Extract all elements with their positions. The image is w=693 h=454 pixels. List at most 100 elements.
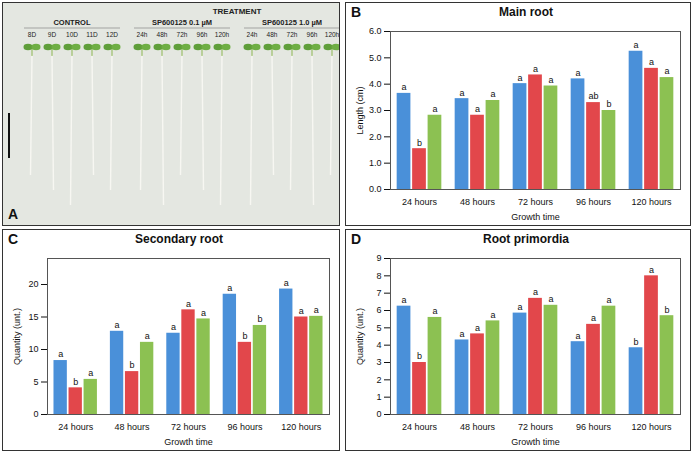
svg-text:a: a: [58, 349, 63, 359]
svg-text:72 hours: 72 hours: [171, 422, 207, 432]
svg-text:a: a: [533, 64, 538, 74]
svg-text:4: 4: [376, 340, 381, 350]
svg-text:a: a: [576, 68, 581, 78]
svg-text:a: a: [171, 322, 176, 332]
svg-text:a: a: [186, 299, 191, 309]
svg-text:4.0: 4.0: [369, 79, 382, 89]
svg-text:120h: 120h: [215, 31, 230, 38]
svg-text:Length (cm): Length (cm): [355, 86, 365, 134]
svg-text:a: a: [88, 368, 93, 378]
svg-text:b: b: [606, 99, 611, 109]
svg-text:a: a: [460, 329, 465, 339]
svg-text:b: b: [417, 351, 422, 361]
svg-text:24 hours: 24 hours: [402, 422, 438, 432]
svg-text:a: a: [432, 306, 437, 316]
svg-text:6.0: 6.0: [369, 26, 382, 36]
svg-text:9D: 9D: [48, 31, 57, 38]
svg-text:12D: 12D: [106, 31, 118, 38]
svg-text:SP600125 1.0 µM: SP600125 1.0 µM: [262, 18, 322, 27]
svg-text:Quantity (unt.): Quantity (unt.): [12, 308, 22, 365]
svg-text:b: b: [73, 377, 78, 387]
svg-text:96 hours: 96 hours: [227, 422, 263, 432]
svg-text:a: a: [548, 294, 553, 304]
svg-text:5: 5: [376, 323, 381, 333]
svg-text:120h: 120h: [325, 31, 339, 38]
svg-text:120 hours: 120 hours: [631, 197, 672, 207]
svg-text:120 hours: 120 hours: [631, 422, 672, 432]
svg-text:a: a: [664, 66, 669, 76]
svg-text:120 hours: 120 hours: [281, 422, 322, 432]
svg-text:48h: 48h: [267, 31, 278, 38]
svg-text:b: b: [417, 138, 422, 148]
svg-text:48 hours: 48 hours: [460, 422, 496, 432]
svg-text:Growth time: Growth time: [511, 212, 560, 222]
svg-text:7: 7: [376, 288, 381, 298]
svg-text:a: a: [518, 302, 523, 312]
svg-text:Quantity (unt.): Quantity (unt.): [355, 308, 365, 365]
svg-text:SP600125 0.1 µM: SP600125 0.1 µM: [152, 18, 212, 27]
svg-text:11D: 11D: [86, 31, 98, 38]
svg-text:72 hours: 72 hours: [518, 197, 554, 207]
svg-text:8D: 8D: [28, 31, 37, 38]
svg-text:b: b: [242, 331, 247, 341]
svg-text:3: 3: [376, 357, 381, 367]
svg-text:15: 15: [28, 312, 38, 322]
svg-text:5: 5: [33, 377, 38, 387]
svg-text:TREATMENT: TREATMENT: [213, 7, 262, 16]
svg-text:a: a: [475, 104, 480, 114]
svg-text:a: a: [490, 89, 495, 99]
svg-text:10D: 10D: [66, 31, 78, 38]
svg-text:1: 1: [376, 392, 381, 402]
svg-text:a: a: [518, 73, 523, 83]
svg-text:5.0: 5.0: [369, 53, 382, 63]
svg-text:24h: 24h: [137, 31, 148, 38]
svg-text:a: a: [402, 82, 407, 92]
svg-text:a: a: [284, 278, 289, 288]
svg-text:10: 10: [28, 344, 38, 354]
svg-text:72h: 72h: [177, 31, 188, 38]
svg-text:ab: ab: [588, 91, 598, 101]
svg-text:Growth time: Growth time: [511, 437, 560, 447]
svg-text:48 hours: 48 hours: [115, 422, 151, 432]
svg-text:8: 8: [376, 271, 381, 281]
svg-text:a: a: [649, 265, 654, 275]
svg-text:b: b: [130, 360, 135, 370]
svg-text:a: a: [115, 320, 120, 330]
svg-text:6: 6: [376, 305, 381, 315]
svg-text:a: a: [490, 310, 495, 320]
svg-text:a: a: [548, 75, 553, 85]
svg-text:72h: 72h: [287, 31, 298, 38]
svg-text:A: A: [8, 206, 18, 222]
svg-text:2.0: 2.0: [369, 132, 382, 142]
svg-text:b: b: [664, 305, 669, 315]
svg-text:0: 0: [376, 409, 381, 419]
svg-text:96h: 96h: [307, 31, 318, 38]
svg-text:24 hours: 24 hours: [402, 197, 438, 207]
svg-text:a: a: [314, 305, 319, 315]
svg-text:CONTROL: CONTROL: [53, 18, 90, 27]
svg-text:a: a: [606, 295, 611, 305]
svg-text:9: 9: [376, 253, 381, 263]
svg-text:48 hours: 48 hours: [460, 197, 496, 207]
svg-text:96 hours: 96 hours: [576, 197, 612, 207]
svg-text:Growth time: Growth time: [164, 437, 213, 447]
svg-text:a: a: [475, 323, 480, 333]
svg-text:96h: 96h: [197, 31, 208, 38]
svg-text:b: b: [634, 337, 639, 347]
svg-text:72 hours: 72 hours: [518, 422, 554, 432]
svg-text:a: a: [591, 313, 596, 323]
svg-text:48h: 48h: [157, 31, 168, 38]
svg-text:2: 2: [376, 375, 381, 385]
svg-text:a: a: [649, 57, 654, 67]
svg-text:24h: 24h: [247, 31, 258, 38]
svg-text:96 hours: 96 hours: [576, 422, 612, 432]
svg-text:a: a: [460, 88, 465, 98]
svg-text:3.0: 3.0: [369, 105, 382, 115]
svg-text:0: 0: [33, 409, 38, 419]
svg-text:b: b: [257, 314, 262, 324]
svg-text:a: a: [145, 331, 150, 341]
svg-text:a: a: [299, 306, 304, 316]
svg-text:a: a: [634, 40, 639, 50]
svg-text:0.0: 0.0: [369, 184, 382, 194]
svg-text:24 hours: 24 hours: [58, 422, 94, 432]
